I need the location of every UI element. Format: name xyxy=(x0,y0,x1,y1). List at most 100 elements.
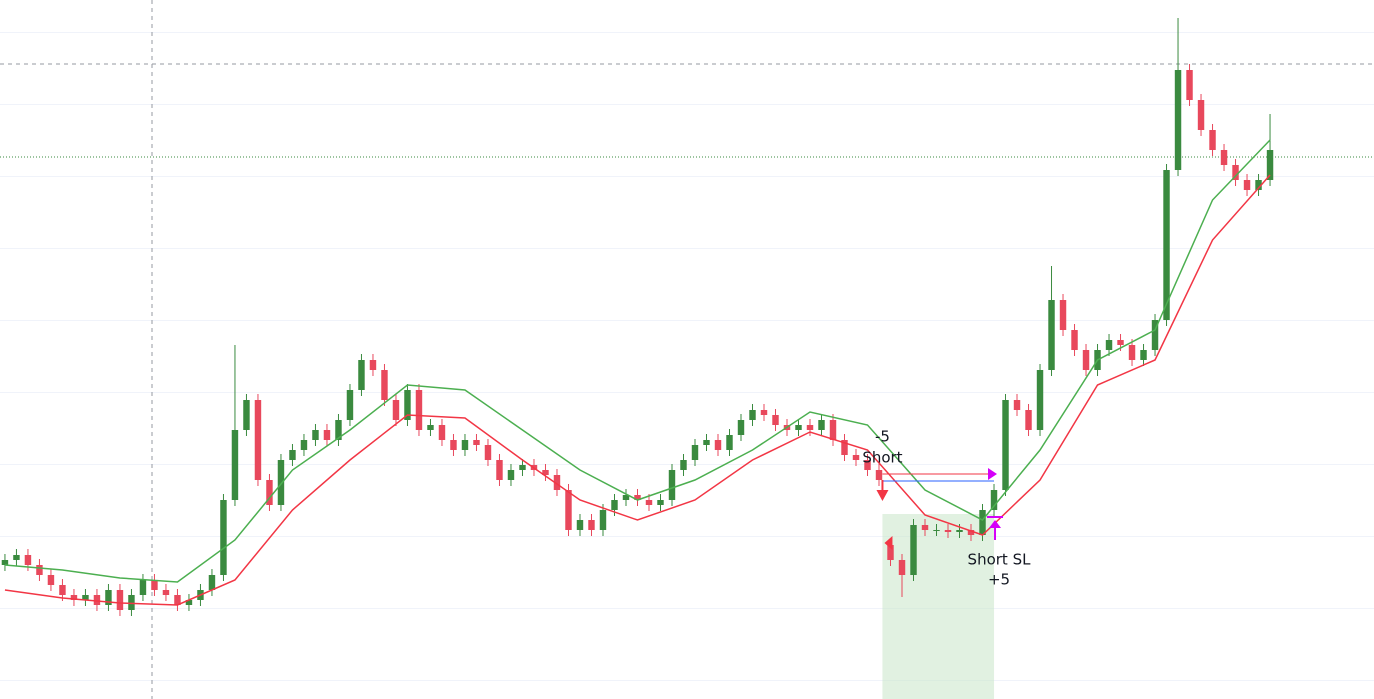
candle-body xyxy=(1002,400,1009,490)
candle-body xyxy=(484,445,492,460)
candle-body xyxy=(703,440,710,445)
candle-body xyxy=(795,425,802,430)
candle-body xyxy=(806,425,814,430)
candle-body xyxy=(450,440,457,450)
candle-body xyxy=(622,495,630,500)
exit-flag xyxy=(988,468,998,480)
candle-body xyxy=(852,455,860,460)
candle-body xyxy=(105,590,112,605)
candle-body xyxy=(1186,70,1193,100)
candle-body xyxy=(1013,400,1021,410)
candle-body xyxy=(358,360,365,390)
candle-body xyxy=(59,585,66,595)
candle-body xyxy=(231,430,239,500)
candle-body xyxy=(24,555,32,565)
candle-body xyxy=(818,420,825,430)
candle-body xyxy=(381,370,388,400)
candle-body xyxy=(461,440,469,450)
candle-body xyxy=(208,575,216,590)
exit-arrow xyxy=(987,516,1004,540)
candle-body xyxy=(933,530,940,531)
candle-body xyxy=(979,510,986,535)
candle-body xyxy=(47,575,55,585)
candle-body xyxy=(507,470,515,480)
trade-zone xyxy=(882,514,995,699)
candle-body xyxy=(128,595,135,610)
candle-body xyxy=(220,500,227,575)
candle-body xyxy=(749,410,756,420)
exit-label: Short SL xyxy=(968,551,1032,569)
candle-body xyxy=(438,425,446,440)
candle-body xyxy=(657,500,664,505)
candle-body xyxy=(565,490,572,530)
candle-body xyxy=(864,460,871,470)
candle-body xyxy=(323,430,331,440)
candle-body xyxy=(910,525,917,575)
candle-body xyxy=(1220,150,1228,165)
entry-pnl: -5 xyxy=(875,428,890,446)
candle-body xyxy=(841,440,848,455)
candle-body xyxy=(139,580,147,595)
candle-body xyxy=(1243,180,1251,190)
candle-body xyxy=(990,490,998,510)
candle-body xyxy=(116,590,124,610)
entry-fill-flag xyxy=(884,536,893,550)
candle-body xyxy=(162,590,170,595)
candle-body xyxy=(151,580,158,590)
moving-average xyxy=(4,174,1271,606)
candle-body xyxy=(714,440,722,450)
candle-body xyxy=(1071,330,1078,350)
exit-pnl: +5 xyxy=(988,571,1010,589)
candle-body xyxy=(1048,300,1055,370)
candle-body xyxy=(680,460,687,470)
candle-body xyxy=(726,435,733,450)
candle-body xyxy=(944,530,952,532)
candle-body xyxy=(1174,70,1182,170)
candle-body xyxy=(289,450,296,460)
candle-body xyxy=(1255,180,1262,190)
candle-body xyxy=(335,420,342,440)
candle-body xyxy=(93,595,101,605)
candle-body xyxy=(668,470,676,500)
candle-body xyxy=(1,560,9,565)
candle-body xyxy=(519,465,526,470)
entry-label: Short xyxy=(862,449,902,467)
candle-body xyxy=(70,595,78,600)
candle-body xyxy=(1082,350,1090,370)
candle-body xyxy=(875,470,883,480)
candle-body xyxy=(1232,165,1239,180)
candle-body xyxy=(346,390,354,420)
candle-body xyxy=(1117,340,1124,345)
candle-body xyxy=(737,420,745,435)
candle-body xyxy=(404,390,411,420)
candle-body xyxy=(1266,150,1274,180)
candle-body xyxy=(1105,340,1113,350)
candle-body xyxy=(967,530,975,535)
candle-body xyxy=(1025,410,1032,430)
candle-body xyxy=(772,415,779,425)
candle-body xyxy=(277,460,285,505)
candle-body xyxy=(312,430,319,440)
candle-body xyxy=(243,400,250,430)
candle-body xyxy=(760,410,768,415)
candle-body xyxy=(427,425,434,430)
candle-body xyxy=(1209,130,1216,150)
candle-body xyxy=(898,560,906,575)
candle-body xyxy=(553,475,561,490)
moving-average xyxy=(4,139,1271,583)
candle-body xyxy=(13,555,20,560)
candle-body xyxy=(1151,320,1159,350)
candle-body xyxy=(611,500,618,510)
candle-body xyxy=(82,595,89,600)
candle-body xyxy=(576,520,584,530)
candle-body xyxy=(473,440,480,445)
candle-body xyxy=(1128,345,1136,360)
candle-body xyxy=(415,390,423,430)
candle-body xyxy=(829,420,837,440)
candle-body xyxy=(588,520,595,530)
candle-body xyxy=(369,360,377,370)
candle-body xyxy=(1036,370,1044,430)
candle-body xyxy=(542,470,549,475)
